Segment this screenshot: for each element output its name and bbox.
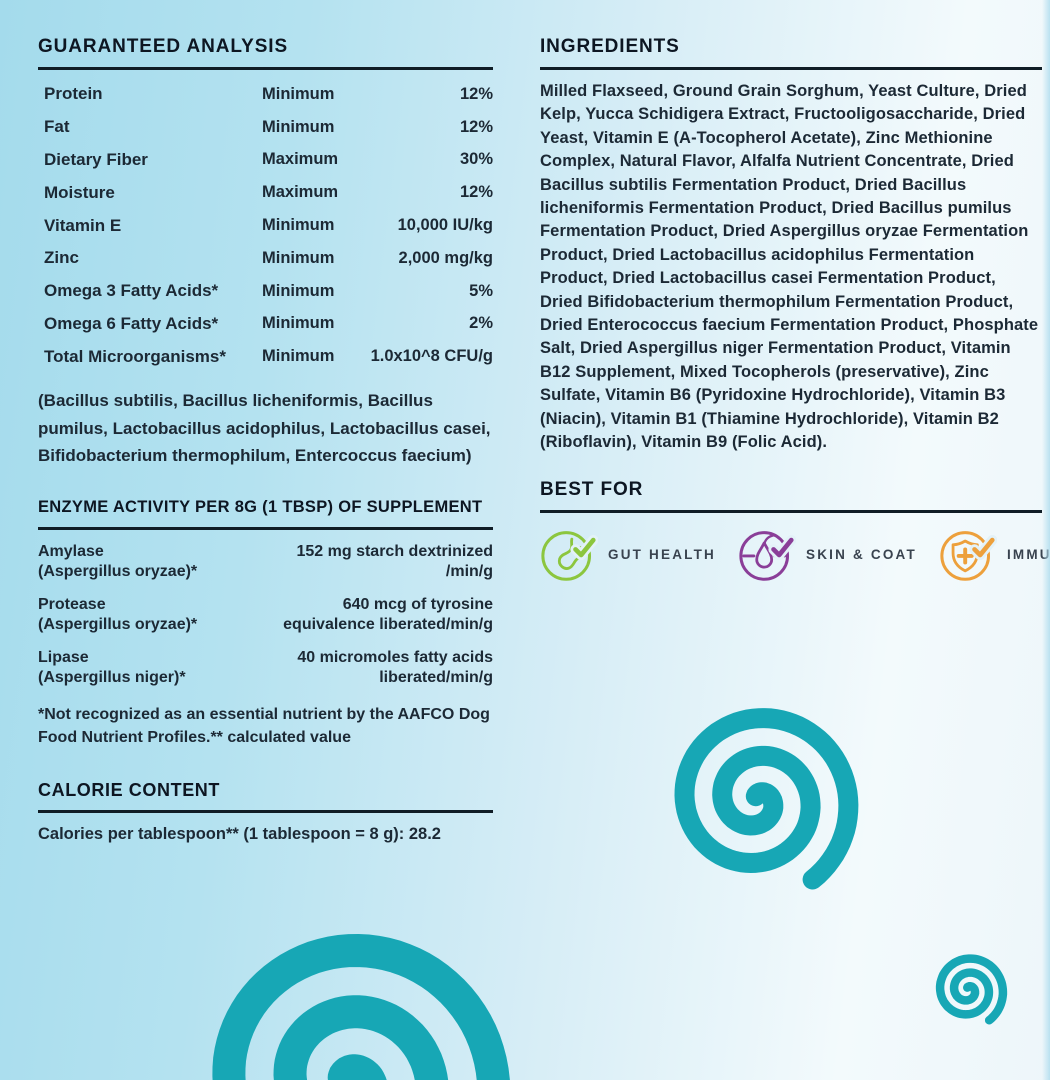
table-row: Zinc Minimum 2,000 mg/kg bbox=[38, 242, 493, 275]
enzyme-row: Protease (Aspergillus oryzae)* 640 mcg o… bbox=[38, 595, 493, 636]
nutrient-value: 1.0x10^8 CFU/g bbox=[370, 347, 493, 366]
best-for-badges: GUT HEALTH SKIN & COAT bbox=[540, 527, 1050, 583]
nutrient-name: Protein bbox=[44, 84, 103, 104]
nutrient-name: Moisture bbox=[44, 182, 115, 202]
nutrient-name: Omega 3 Fatty Acids* bbox=[44, 281, 219, 301]
right-column: INGREDIENTS Milled Flaxseed, Ground Grai… bbox=[540, 36, 1050, 583]
enzyme-name-source: Amylase (Aspergillus oryzae)* bbox=[38, 542, 197, 583]
aafco-footnote: *Not recognized as an essential nutrient… bbox=[38, 705, 490, 746]
enzyme-activity-section: ENZYME ACTIVITY PER 8G (1 TBSP) OF SUPPL… bbox=[38, 496, 493, 749]
nutrient-qualifier: Minimum bbox=[262, 248, 335, 267]
spiral-swirl-medium-icon bbox=[674, 708, 859, 890]
ingredients-section: INGREDIENTS Milled Flaxseed, Ground Grai… bbox=[540, 36, 1042, 455]
nutrient-name: Dietary Fiber bbox=[44, 149, 148, 169]
left-column: GUARANTEED ANALYSIS Protein Minimum 12% … bbox=[38, 36, 493, 844]
enzyme-value: 40 micromoles fatty acids liberated/min/… bbox=[297, 648, 493, 689]
enzyme-value-line: 40 micromoles fatty acids bbox=[297, 648, 493, 666]
nutrient-value: 12% bbox=[459, 183, 493, 202]
nutrient-qualifier: Minimum bbox=[262, 347, 335, 366]
best-for-item-immune: IMMUNE bbox=[939, 527, 1050, 583]
enzyme-value: 152 mg starch dextrinized /min/g bbox=[296, 542, 493, 583]
section-divider bbox=[38, 809, 493, 813]
calorie-content-line: Calories per tablespoon** (1 tablespoon … bbox=[38, 824, 441, 843]
table-row: Omega 3 Fatty Acids* Minimum 5% bbox=[38, 275, 493, 308]
guaranteed-analysis-section: GUARANTEED ANALYSIS Protein Minimum 12% … bbox=[38, 36, 493, 470]
ingredients-title: INGREDIENTS bbox=[540, 36, 680, 57]
nutrient-value: 5% bbox=[469, 281, 493, 300]
section-divider bbox=[540, 509, 1042, 513]
enzyme-row: Amylase (Aspergillus oryzae)* 152 mg sta… bbox=[38, 542, 493, 583]
nutrient-qualifier: Minimum bbox=[262, 314, 335, 333]
nutrient-qualifier: Maximum bbox=[262, 183, 339, 202]
guaranteed-analysis-title: GUARANTEED ANALYSIS bbox=[38, 36, 289, 57]
section-divider bbox=[540, 67, 1042, 70]
table-row: Total Microorganisms* Minimum 1.0x10^8 C… bbox=[38, 340, 493, 373]
table-row: Protein Minimum 12% bbox=[38, 78, 493, 111]
nutrient-value: 10,000 IU/kg bbox=[397, 216, 493, 235]
nutrient-qualifier: Minimum bbox=[262, 281, 335, 300]
best-for-label: IMMUNE bbox=[1006, 547, 1050, 562]
nutrient-qualifier: Maximum bbox=[262, 150, 339, 169]
nutrient-name: Zinc bbox=[44, 248, 79, 268]
stomach-check-icon bbox=[541, 530, 598, 581]
microorganisms-note: (Bacillus subtilis, Bacillus licheniform… bbox=[38, 391, 491, 466]
calorie-content-title: CALORIE CONTENT bbox=[38, 779, 220, 800]
hair-follicle-check-icon bbox=[739, 530, 796, 581]
enzyme-value-line: 152 mg starch dextrinized bbox=[296, 542, 493, 560]
nutrient-value: 12% bbox=[459, 117, 493, 136]
table-row: Fat Minimum 12% bbox=[38, 111, 493, 144]
enzyme-name: Amylase bbox=[38, 542, 104, 560]
best-for-section: BEST FOR GUT HEALTH bbox=[540, 478, 1050, 583]
table-row: Dietary Fiber Maximum 30% bbox=[38, 144, 493, 177]
guaranteed-analysis-table: Protein Minimum 12% Fat Minimum 12% Diet… bbox=[38, 78, 493, 373]
nutrient-qualifier: Minimum bbox=[262, 117, 335, 136]
nutrient-name: Fat bbox=[44, 117, 70, 137]
calorie-content-section: CALORIE CONTENT Calories per tablespoon*… bbox=[38, 779, 493, 844]
nutrient-value: 2,000 mg/kg bbox=[398, 248, 493, 267]
best-for-item-skin-coat: SKIN & COAT bbox=[738, 527, 917, 583]
enzyme-row: Lipase (Aspergillus niger)* 40 micromole… bbox=[38, 648, 493, 689]
ingredients-list: Milled Flaxseed, Ground Grain Sorghum, Y… bbox=[540, 82, 1039, 452]
enzyme-value-line: liberated/min/g bbox=[379, 669, 493, 687]
section-divider bbox=[38, 67, 493, 70]
best-for-title: BEST FOR bbox=[540, 478, 644, 500]
enzyme-name-source: Protease (Aspergillus oryzae)* bbox=[38, 595, 197, 636]
nutrient-qualifier: Minimum bbox=[262, 84, 335, 103]
enzyme-value-line: 640 mcg of tyrosine bbox=[342, 595, 493, 613]
enzyme-name: Protease bbox=[38, 595, 106, 613]
best-for-label: GUT HEALTH bbox=[608, 547, 716, 562]
enzyme-name-source: Lipase (Aspergillus niger)* bbox=[38, 648, 186, 689]
best-for-label: SKIN & COAT bbox=[806, 547, 917, 562]
enzyme-value-line: /min/g bbox=[445, 563, 493, 581]
nutrient-name: Total Microorganisms* bbox=[44, 346, 226, 366]
enzyme-source: (Aspergillus niger)* bbox=[38, 669, 186, 687]
table-row: Moisture Maximum 12% bbox=[38, 176, 493, 209]
enzyme-name: Lipase bbox=[38, 648, 89, 666]
section-divider bbox=[38, 526, 493, 530]
nutrient-value: 30% bbox=[459, 150, 493, 169]
nutrient-value: 12% bbox=[459, 84, 493, 103]
enzyme-value-line: equivalence liberated/min/g bbox=[283, 616, 493, 634]
best-for-item-gut-health: GUT HEALTH bbox=[540, 527, 716, 583]
shield-cross-check-icon bbox=[940, 530, 997, 581]
enzyme-value: 640 mcg of tyrosine equivalence liberate… bbox=[283, 595, 493, 636]
enzyme-activity-title: ENZYME ACTIVITY PER 8G (1 TBSP) OF SUPPL… bbox=[38, 497, 483, 516]
enzyme-source: (Aspergillus oryzae)* bbox=[38, 616, 198, 634]
nutrient-value: 2% bbox=[469, 314, 493, 333]
right-edge-tint bbox=[1042, 0, 1050, 1080]
spiral-swirl-small-icon bbox=[935, 954, 1008, 1025]
nutrient-name: Omega 6 Fatty Acids* bbox=[44, 313, 219, 333]
enzyme-source: (Aspergillus oryzae)* bbox=[38, 563, 198, 581]
nutrient-name: Vitamin E bbox=[44, 215, 122, 235]
nutrient-qualifier: Minimum bbox=[262, 216, 335, 235]
table-row: Vitamin E Minimum 10,000 IU/kg bbox=[38, 209, 493, 242]
spiral-swirl-large-icon bbox=[212, 933, 510, 1080]
table-row: Omega 6 Fatty Acids* Minimum 2% bbox=[38, 308, 493, 341]
